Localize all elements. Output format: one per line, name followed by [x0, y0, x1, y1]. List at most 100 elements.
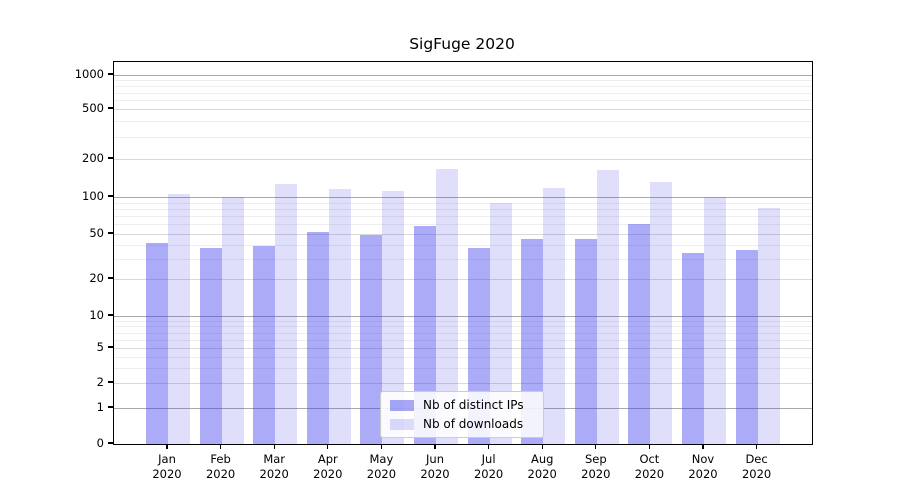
bar-distinct-ips-feb: [199, 247, 222, 444]
labeled-gridline: [114, 348, 812, 349]
y-tick-mark: [108, 73, 113, 75]
bar-distinct-ips-mar: [253, 246, 276, 444]
y-tick-label-10: 10: [89, 308, 104, 322]
x-tick-label-feb: Feb 2020: [205, 452, 236, 481]
x-tick-mark: [541, 444, 543, 449]
y-tick-mark: [108, 157, 113, 159]
x-tick-label-jan: Jan 2020: [152, 452, 182, 481]
minor-gridline: [114, 332, 812, 334]
y-tick-mark: [108, 442, 113, 444]
bar-downloads-feb: [221, 197, 244, 444]
x-tick-mark: [648, 444, 650, 449]
legend-swatch-downloads: [390, 418, 414, 430]
x-tick-label-dec: Dec 2020: [741, 452, 772, 481]
legend-label-distinct-ips: Nb of distinct IPs: [423, 398, 524, 412]
y-tick-mark: [108, 346, 113, 348]
legend-label-downloads: Nb of downloads: [423, 417, 524, 431]
major-gridline: [114, 316, 812, 317]
labeled-gridline: [114, 234, 812, 235]
labeled-gridline: [114, 109, 812, 110]
minor-gridline: [114, 356, 812, 358]
labeled-gridline: [114, 279, 812, 280]
bar-distinct-ips-may: [360, 235, 383, 444]
x-tick-mark: [434, 444, 436, 449]
minor-gridline: [114, 245, 812, 246]
y-tick-label-2: 2: [96, 375, 104, 389]
minor-gridline: [114, 259, 812, 261]
bar-distinct-ips-oct: [628, 224, 651, 444]
y-tick-mark: [108, 406, 113, 408]
minor-gridline: [114, 100, 812, 102]
y-tick-label-0: 0: [96, 436, 104, 450]
minor-gridline: [114, 367, 812, 369]
y-tick-label-5: 5: [96, 340, 104, 354]
x-tick-label-sep: Sep 2020: [581, 452, 611, 481]
major-gridline: [114, 197, 812, 198]
bar-downloads-oct: [650, 182, 673, 444]
chart-title: SigFuge 2020: [409, 35, 515, 53]
y-tick-mark: [108, 107, 113, 109]
major-gridline: [114, 75, 812, 76]
bar-distinct-ips-dec: [735, 250, 758, 444]
y-tick-mark: [108, 195, 113, 197]
x-tick-mark: [756, 444, 758, 449]
labeled-gridline: [114, 383, 812, 384]
x-tick-label-mar: Mar 2020: [259, 452, 289, 481]
x-tick-label-oct: Oct 2020: [634, 452, 665, 481]
x-tick-mark: [327, 444, 329, 449]
bar-downloads-mar: [275, 183, 298, 444]
x-tick-label-aug: Aug 2020: [527, 452, 557, 481]
x-tick-mark: [273, 444, 275, 449]
y-tick-label-1000: 1000: [74, 67, 104, 81]
bar-distinct-ips-apr: [306, 231, 329, 444]
y-tick-mark: [108, 232, 113, 234]
y-tick-label-100: 100: [82, 189, 104, 203]
x-tick-mark: [380, 444, 382, 449]
minor-gridline: [114, 92, 812, 94]
x-tick-label-may: May 2020: [366, 452, 397, 481]
bar-downloads-may: [382, 190, 405, 444]
legend: Nb of distinct IPs Nb of downloads: [380, 391, 544, 438]
labeled-gridline: [114, 159, 812, 160]
bar-downloads-jun: [436, 168, 458, 444]
bar-downloads-aug: [543, 188, 566, 444]
y-tick-label-50: 50: [89, 226, 104, 240]
minor-gridline: [114, 136, 812, 138]
bar-distinct-ips-jan: [146, 242, 168, 444]
bar-downloads-dec: [757, 207, 780, 444]
bar-distinct-ips-nov: [682, 252, 704, 444]
y-tick-mark: [108, 381, 113, 383]
y-tick-mark: [108, 314, 113, 316]
bar-downloads-sep: [596, 169, 619, 444]
bar-downloads-apr: [328, 188, 351, 444]
x-tick-label-jun: Jun 2020: [420, 452, 450, 481]
minor-gridline: [114, 85, 812, 87]
minor-gridline: [114, 80, 812, 82]
x-tick-mark: [220, 444, 222, 449]
minor-gridline: [114, 339, 812, 341]
x-tick-label-apr: Apr 2020: [313, 452, 343, 481]
x-tick-label-nov: Nov 2020: [688, 452, 718, 481]
x-tick-label-jul: Jul 2020: [473, 452, 504, 481]
x-tick-mark: [166, 444, 168, 449]
bar-distinct-ips-jun: [414, 226, 436, 444]
minor-gridline: [114, 216, 812, 217]
y-tick-label-1: 1: [96, 400, 104, 414]
minor-gridline: [114, 208, 812, 210]
legend-row-distinct-ips: Nb of distinct IPs: [390, 398, 534, 412]
bar-downloads-jan: [168, 194, 190, 444]
minor-gridline: [114, 326, 812, 328]
minor-gridline: [114, 202, 812, 204]
x-tick-mark: [702, 444, 704, 449]
bar-downloads-jul: [489, 203, 512, 444]
plot-area: Nb of distinct IPs Nb of downloads: [113, 61, 813, 445]
y-tick-label-500: 500: [82, 101, 104, 115]
x-tick-mark: [488, 444, 490, 449]
bar-downloads-nov: [704, 197, 726, 444]
x-tick-mark: [595, 444, 597, 449]
legend-swatch-distinct-ips: [390, 399, 414, 411]
y-tick-label-20: 20: [89, 271, 104, 285]
minor-gridline: [114, 121, 812, 123]
y-tick-mark: [108, 277, 113, 279]
